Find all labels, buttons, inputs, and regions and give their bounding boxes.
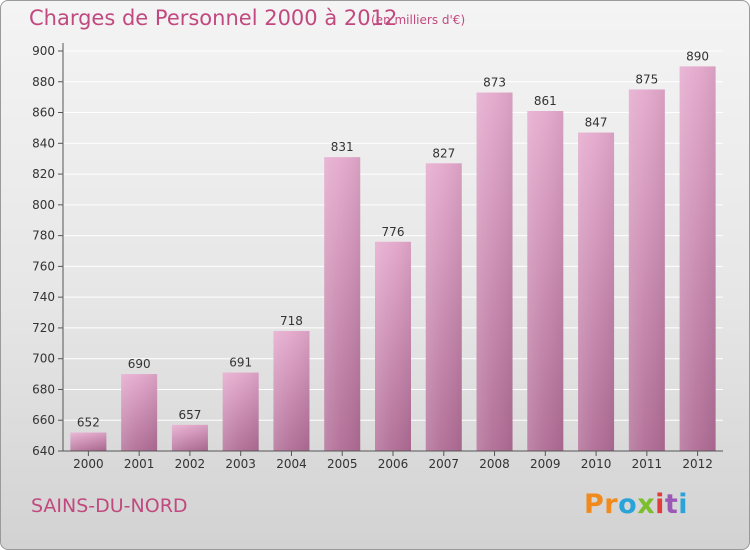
axes: 640 660 680 700 720 740 760 780 800 820 840 860 880 9… [32, 43, 723, 471]
data-label-2008: 873 [483, 76, 506, 90]
bar-shine-2012 [679, 66, 716, 451]
data-label-2004: 718 [280, 314, 303, 328]
bar-shine-2006 [375, 241, 411, 451]
bar-shine-2011 [628, 89, 665, 451]
x-tick-label-2003: 2003 [225, 457, 256, 471]
y-tick-label: 820 [32, 167, 55, 181]
bar-shine-2003 [222, 372, 259, 451]
y-tick-label: 780 [32, 229, 55, 243]
x-tick-label-2001: 2001 [124, 457, 155, 471]
data-label-2010: 847 [585, 116, 608, 130]
y-tick-label: 680 [32, 382, 55, 396]
town-name: SAINS-DU-NORD [31, 495, 188, 517]
bar-shine-2007 [425, 163, 462, 452]
x-tick-label-2011: 2011 [632, 457, 663, 471]
logo-letter: r [604, 489, 619, 520]
logo-letter: i [678, 489, 689, 520]
data-label-2001: 690 [128, 357, 151, 371]
data-label-2000: 652 [77, 416, 100, 430]
data-label-2003: 691 [229, 356, 252, 370]
x-tick-label-2007: 2007 [428, 457, 459, 471]
logo-letter: i [655, 489, 665, 520]
data-label-2002: 657 [178, 408, 201, 422]
proxiti-logo: Proxiti [584, 489, 688, 520]
bars [70, 66, 716, 452]
x-tick-label-2008: 2008 [479, 457, 510, 471]
data-label-2011: 875 [635, 72, 658, 86]
bar-shine-2008 [476, 92, 513, 452]
y-tick-label: 760 [32, 259, 55, 273]
x-tick-label-2004: 2004 [276, 457, 307, 471]
bar-shine-2001 [121, 374, 158, 451]
chart-subtitle: (en milliers d'€) [371, 13, 466, 27]
logo-letter: t [664, 489, 679, 520]
y-tick-label: 740 [32, 290, 55, 304]
data-label-2006: 776 [382, 225, 405, 239]
y-tick-label: 860 [32, 106, 55, 120]
chart-title: Charges de Personnel 2000 à 2012 [29, 6, 398, 30]
y-tick-label: 800 [32, 198, 55, 212]
bar-shine-2000 [70, 432, 107, 451]
y-tick-label: 660 [32, 413, 55, 427]
data-label-2009: 861 [534, 94, 557, 108]
bar-shine-2005 [324, 157, 361, 451]
y-tick-label: 720 [32, 321, 55, 335]
x-tick-label-2002: 2002 [175, 457, 206, 471]
y-tick-label: 880 [32, 75, 55, 89]
x-tick-label-2009: 2009 [530, 457, 561, 471]
y-tick-label: 900 [32, 44, 55, 58]
x-tick-label-2012: 2012 [682, 457, 713, 471]
y-tick-label: 640 [32, 444, 55, 458]
data-label-2012: 890 [686, 49, 709, 63]
bar-shine-2004 [273, 331, 310, 451]
y-tick-label: 840 [32, 136, 55, 150]
data-label-2007: 827 [432, 146, 455, 160]
data-labels: 652 690 657 691 718 831 776 827 873 861 847 875 890 [77, 49, 709, 429]
logo-letter: o [618, 489, 638, 520]
x-tick-label-2006: 2006 [378, 457, 409, 471]
bar-shine-2009 [527, 111, 564, 451]
x-tick-label-2010: 2010 [581, 457, 612, 471]
y-tick-label: 700 [32, 352, 55, 366]
logo-letter: x [637, 489, 656, 520]
data-label-2005: 831 [331, 140, 354, 154]
bar-shine-2010 [578, 132, 615, 452]
logo-letter: P [584, 489, 605, 520]
bar-shine-2002 [171, 424, 208, 451]
x-tick-label-2000: 2000 [73, 457, 104, 471]
x-tick-label-2005: 2005 [327, 457, 358, 471]
